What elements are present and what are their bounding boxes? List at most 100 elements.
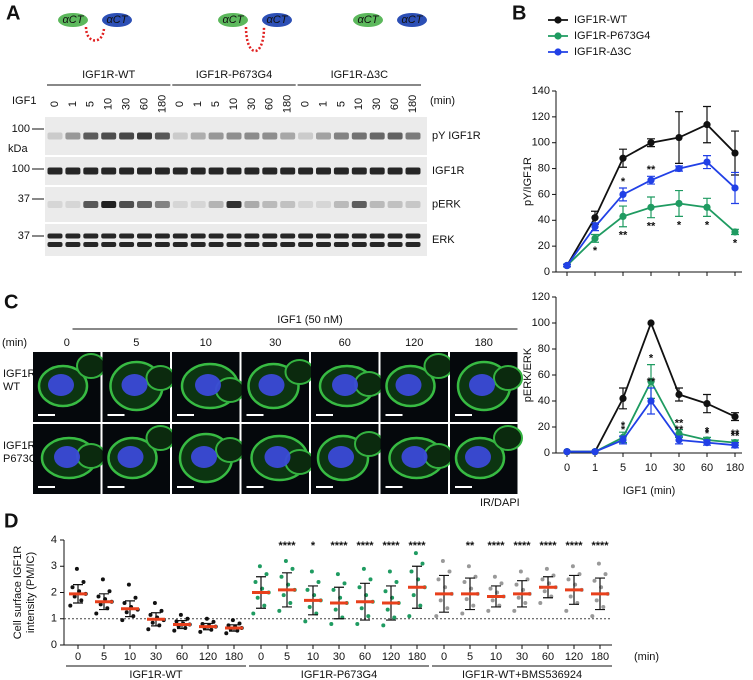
band — [154, 201, 170, 208]
data-point — [647, 397, 655, 405]
data-point — [122, 601, 127, 605]
y-axis-label: pERK/ERK — [522, 347, 534, 402]
nucleus — [395, 374, 422, 396]
data-point — [703, 121, 711, 129]
band — [226, 201, 242, 208]
significance: **** — [278, 540, 296, 552]
time-label: 5 — [133, 337, 139, 349]
data-point — [307, 604, 312, 609]
data-point — [387, 569, 392, 574]
data-point — [74, 566, 79, 571]
data-point — [486, 608, 491, 613]
linker — [84, 26, 106, 42]
band — [83, 233, 99, 239]
x-tick-label: 1 — [592, 462, 598, 474]
alpha-ct-label: αCT — [107, 14, 129, 26]
data-point — [619, 154, 627, 162]
stain-label: /DAPI — [491, 497, 520, 509]
time-label: 1 — [67, 101, 79, 107]
x-tick-label: 0 — [564, 462, 570, 474]
band — [262, 167, 278, 175]
band — [83, 132, 99, 140]
alpha-ct-domain — [262, 13, 292, 27]
data-point — [596, 561, 601, 566]
construct-label: IGF1R-WT — [82, 69, 135, 81]
group-label: IGF1R-WT — [129, 669, 182, 680]
band — [172, 167, 188, 175]
band — [333, 233, 349, 239]
data-point — [731, 441, 739, 449]
band — [262, 201, 278, 208]
band — [101, 242, 117, 247]
data-point — [418, 603, 423, 608]
marker-unit: kDa — [8, 143, 28, 155]
band — [333, 167, 349, 175]
x-tick-label: 5 — [101, 651, 107, 663]
group-label: IGF1R-P673G4 — [301, 669, 377, 680]
y-tick-label: 2 — [51, 586, 57, 598]
y-axis-label: Cell surface IGF1R — [12, 546, 24, 640]
data-point — [283, 559, 288, 563]
nucleus — [401, 446, 428, 468]
data-point — [564, 608, 569, 613]
band — [387, 233, 403, 239]
data-point — [124, 610, 129, 615]
significance: ** — [731, 428, 740, 440]
band — [316, 167, 331, 175]
x-tick-label: 60 — [542, 651, 554, 663]
data-point — [281, 593, 286, 598]
legend-marker — [554, 16, 562, 24]
band — [298, 242, 314, 247]
x-tick-label: 5 — [284, 651, 290, 663]
band — [333, 201, 349, 208]
legend-marker — [554, 32, 562, 40]
time-label: 10 — [200, 337, 212, 349]
data-point — [591, 234, 599, 242]
band — [405, 233, 421, 239]
construct-label: IGF1R-Δ3C — [331, 69, 389, 81]
data-point — [309, 569, 314, 574]
time-label: 0 — [174, 101, 186, 107]
band — [405, 242, 421, 247]
time-label: 10 — [103, 98, 115, 110]
data-point — [675, 164, 683, 173]
band — [226, 242, 242, 247]
data-point — [703, 158, 711, 166]
significance: **** — [591, 540, 609, 552]
data-point — [159, 608, 164, 613]
data-point — [407, 614, 412, 619]
band — [65, 201, 81, 208]
band — [316, 132, 331, 140]
band — [333, 242, 349, 247]
data-point — [133, 595, 138, 600]
time-label: 0 — [49, 101, 61, 107]
data-point — [434, 614, 439, 619]
significance: * — [705, 425, 710, 437]
data-point — [619, 190, 627, 199]
band — [298, 167, 314, 175]
band — [387, 242, 403, 247]
x-tick-label: 5 — [467, 651, 473, 663]
data-point — [204, 616, 209, 621]
data-point — [198, 629, 203, 634]
band — [101, 233, 117, 239]
panel-label: C — [4, 291, 18, 313]
data-point — [591, 223, 599, 231]
y-tick-label: 0 — [544, 266, 550, 278]
data-point — [146, 627, 151, 632]
cell-membrane — [493, 425, 523, 451]
panel-label: D — [4, 510, 18, 532]
significance: * — [593, 245, 598, 257]
nucleus — [121, 374, 148, 396]
band — [190, 233, 206, 239]
y-tick-label: 120 — [532, 291, 550, 303]
data-point — [675, 390, 683, 399]
data-point — [150, 620, 155, 625]
data-point — [514, 582, 519, 587]
nucleus — [469, 374, 495, 396]
alpha-ct-label: αCT — [267, 14, 289, 26]
data-point — [107, 589, 112, 594]
data-point — [568, 594, 573, 599]
data-point — [675, 436, 683, 444]
